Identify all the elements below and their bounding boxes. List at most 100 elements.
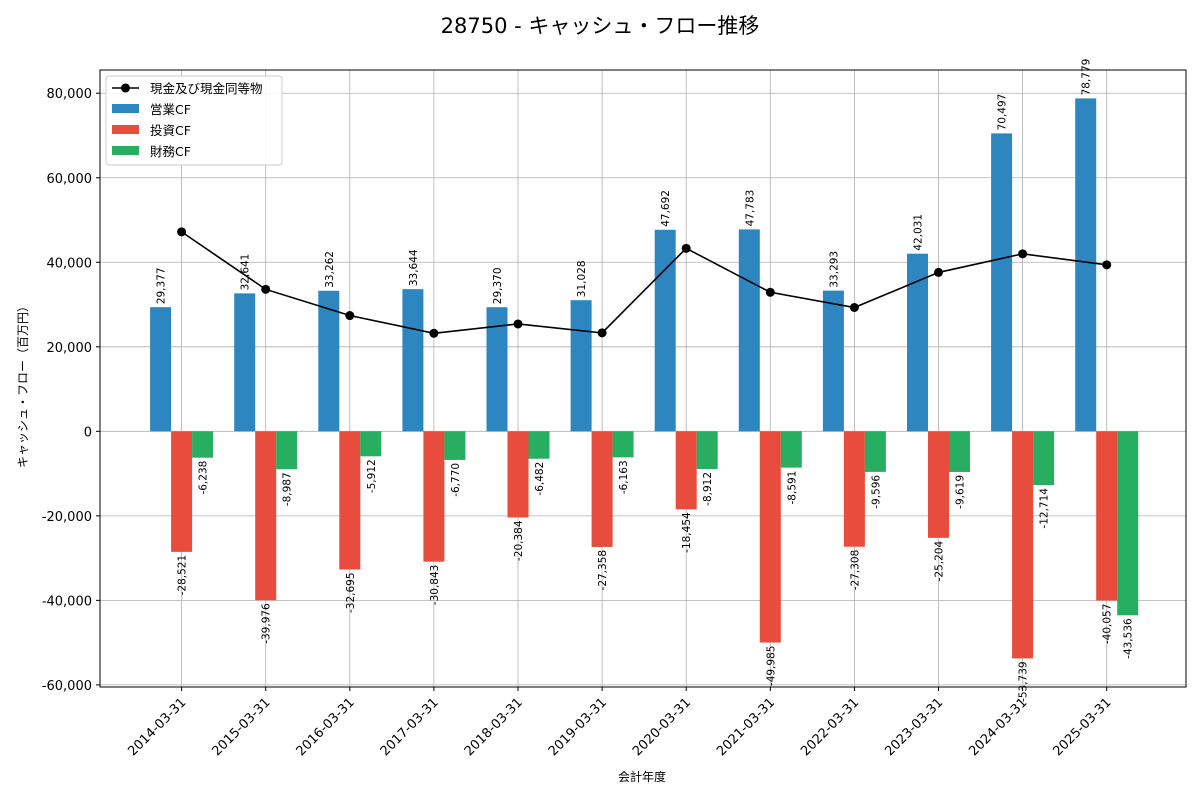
bar-0-6 [654,229,676,432]
data-label-1-9: -25,204 [934,541,946,582]
bar-1-6 [675,431,697,510]
x-tick-label: 2017-03-31 [378,695,442,759]
data-label-0-7: 47,783 [744,190,756,227]
bar-2-5 [612,431,634,458]
data-label-0-5: 31,028 [576,260,588,297]
x-tick-label: 2014-03-31 [125,695,189,759]
legend-swatch-operating [112,104,139,113]
data-label-1-10: -53,739 [1018,661,1030,702]
cash-point-3 [429,328,439,338]
bar-1-10 [1012,431,1034,659]
data-label-0-9: 42,031 [913,214,925,251]
bar-0-11 [1075,98,1097,432]
bar-2-9 [949,431,970,472]
bar-0-9 [907,253,928,432]
chart-title: 28750 - キャッシュ・フロー推移 [441,14,760,38]
data-label-0-6: 47,692 [660,190,672,227]
y-axis-title: キャッシュ・フロー（百万円） [16,300,30,468]
legend-label-financing: 財務CF [150,144,191,159]
bar-2-1 [276,431,298,470]
x-tick-label: 2021-03-31 [714,695,778,759]
data-label-2-6: -8,912 [702,472,714,506]
data-label-2-5: -6,163 [618,460,630,494]
bar-1-9 [928,431,949,538]
data-label-1-2: -32,695 [345,572,357,613]
data-label-1-11: -40,057 [1102,604,1114,645]
line-layer [177,227,1112,338]
data-label-0-0: 29,377 [156,267,168,304]
cash-point-0 [177,227,187,237]
bar-0-0 [150,307,172,432]
data-label-1-6: -18,454 [681,512,693,553]
y-tick-label: 40,000 [47,256,93,271]
data-label-0-1: 32,641 [240,254,252,291]
x-tick-label: 2015-03-31 [209,695,273,759]
bar-2-8 [864,431,886,472]
data-label-2-3: -6,770 [450,463,462,497]
bar-1-3 [423,431,445,562]
bar-2-0 [192,431,214,458]
grid-layer [100,70,1186,687]
cash-point-2 [345,311,355,321]
data-label-1-1: -39,976 [261,603,273,644]
bar-0-2 [318,290,340,432]
data-label-1-7: -49,985 [765,646,777,687]
data-label-2-1: -8,987 [282,472,294,506]
bar-1-1 [255,431,277,601]
data-label-2-4: -6,482 [534,462,546,496]
data-label-1-5: -27,358 [597,550,609,591]
data-label-0-11: 78,779 [1081,59,1093,96]
x-tick-label: 2022-03-31 [798,695,862,759]
bar-0-1 [234,293,256,432]
x-tick-label: 2023-03-31 [882,695,946,759]
bar-1-8 [843,431,865,547]
y-tick-label: 60,000 [47,172,93,187]
bar-0-7 [738,229,760,432]
legend-swatch-financing [112,146,139,155]
legend: 現金及び現金同等物 営業CF 投資CF 財務CF [105,75,283,166]
x-tick-label: 2020-03-31 [630,695,694,759]
x-axis-title: 会計年度 [618,769,666,784]
bar-1-7 [759,431,781,643]
data-label-2-10: -12,714 [1039,488,1051,529]
cash-point-6 [681,243,691,253]
cash-point-1 [261,284,271,294]
bar-2-7 [780,431,802,468]
legend-frame [105,75,283,166]
bar-2-3 [444,431,466,460]
cash-point-4 [513,319,523,329]
legend-line-marker [121,83,130,93]
data-label-2-7: -8,591 [786,471,798,505]
cash-point-7 [765,287,775,297]
data-label-2-11: -43,536 [1123,618,1135,659]
y-tick-label: -40,000 [42,594,92,609]
bar-2-4 [528,431,550,459]
bar-2-2 [360,431,382,457]
y-tick-label: -60,000 [42,679,92,694]
x-tick-label: 2024-03-31 [966,695,1030,759]
data-label-1-4: -20,384 [513,520,525,561]
bar-0-4 [486,307,508,432]
bar-1-11 [1096,431,1118,601]
data-label-1-0: -28,521 [177,555,189,596]
bar-1-4 [507,431,529,518]
cash-point-11 [1102,260,1112,270]
data-label-2-9: -9,619 [955,475,967,509]
data-label-0-8: 33,293 [828,251,840,288]
y-tick-label: -20,000 [42,510,92,525]
bar-1-2 [339,431,361,570]
legend-label-cash: 現金及び現金同等物 [150,81,263,96]
data-label-2-2: -5,912 [366,459,378,493]
x-tick-label: 2018-03-31 [462,695,526,759]
bar-2-6 [696,431,718,469]
x-tick-label: 2016-03-31 [294,695,358,759]
y-tick-label: 80,000 [47,87,93,102]
cash-point-9 [934,267,943,277]
plot-frame [99,69,1187,688]
data-label-2-8: -9,596 [870,475,882,509]
bar-2-11 [1117,431,1139,616]
data-label-0-2: 33,262 [324,251,336,288]
legend-label-investing: 投資CF [150,123,191,138]
